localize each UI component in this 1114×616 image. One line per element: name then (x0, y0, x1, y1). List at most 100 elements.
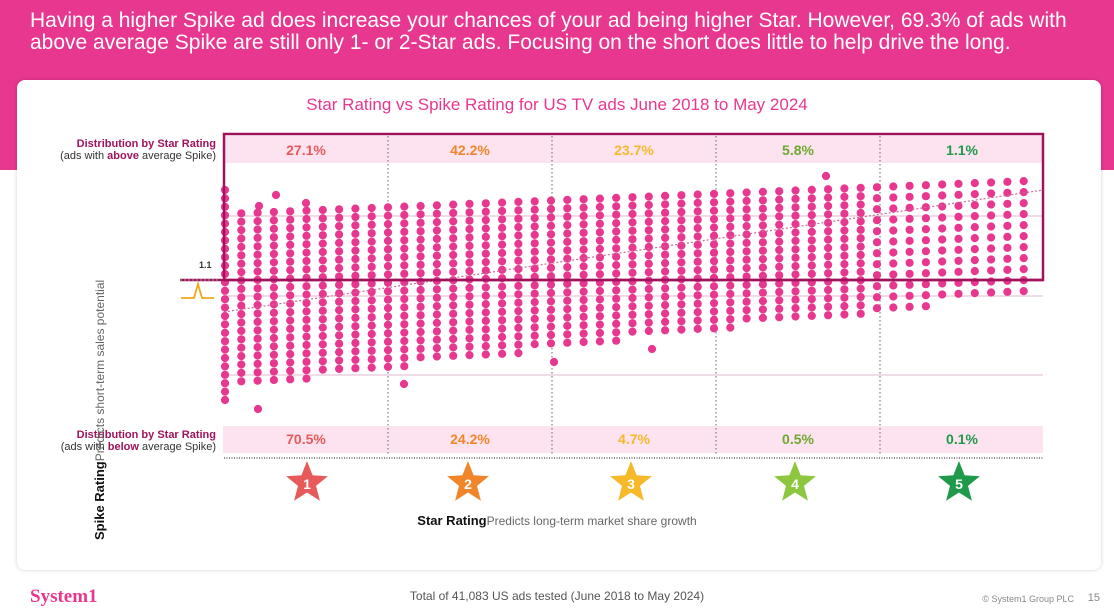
data-point (758, 280, 768, 289)
data-point (628, 218, 637, 227)
data-point (335, 322, 344, 331)
data-point (400, 236, 409, 245)
data-point (546, 238, 556, 247)
data-point (318, 323, 327, 332)
data-point (514, 307, 523, 316)
data-point (253, 284, 262, 293)
data-point (677, 233, 686, 242)
data-point (742, 264, 751, 273)
data-point (856, 267, 865, 276)
data-point (498, 341, 507, 350)
data-point (905, 225, 914, 234)
data-point (367, 304, 376, 313)
data-point (465, 258, 474, 267)
data-point (367, 203, 376, 213)
data-point (302, 332, 311, 341)
data-point (449, 284, 458, 293)
data-point (563, 237, 572, 246)
data-point (481, 325, 490, 334)
data-point (546, 339, 556, 348)
data-point (237, 301, 246, 310)
data-point (286, 358, 295, 367)
data-point (286, 324, 295, 333)
data-point (416, 353, 425, 362)
data-point (758, 246, 768, 255)
data-point (302, 374, 311, 383)
system1-logo: System1 (30, 586, 98, 607)
data-point (498, 299, 507, 308)
data-point (253, 343, 262, 352)
data-point (921, 291, 931, 300)
data-point (302, 324, 311, 333)
data-point (612, 244, 621, 253)
data-point (563, 195, 572, 204)
data-point (220, 395, 230, 405)
data-point (1003, 265, 1012, 274)
data-point (335, 272, 344, 281)
dot-column-14 (432, 201, 441, 361)
spike-icon (181, 280, 214, 299)
below-label-bold: below (107, 441, 139, 453)
data-point (465, 199, 474, 208)
data-point (302, 298, 311, 308)
data-point (563, 305, 572, 314)
data-point (775, 187, 784, 196)
data-point (612, 336, 621, 345)
data-point (253, 292, 262, 301)
data-point (595, 312, 605, 321)
data-point (286, 341, 295, 350)
data-point (400, 311, 409, 320)
data-point (726, 239, 735, 248)
data-point (758, 196, 768, 205)
data-point (253, 368, 262, 377)
x-axis-label-bold: Star Rating (417, 513, 487, 528)
data-point (824, 260, 833, 269)
above-label-title: Distribution by Star Rating (76, 138, 216, 150)
data-point (416, 277, 425, 286)
data-point (693, 207, 702, 216)
data-point (400, 353, 409, 362)
dot-column-26 (628, 193, 637, 336)
data-point (563, 321, 572, 330)
data-point (742, 238, 751, 247)
data-point (481, 232, 490, 241)
star-2-icon (447, 461, 489, 501)
data-point (351, 280, 360, 289)
data-point (595, 303, 605, 312)
data-point (856, 301, 865, 310)
data-point (742, 222, 751, 231)
data-point (481, 258, 490, 267)
data-point (889, 292, 898, 301)
dot-column-13 (416, 201, 425, 362)
data-point (661, 317, 670, 326)
data-point (938, 235, 947, 244)
data-point (335, 339, 344, 348)
below-average-band (223, 426, 1043, 453)
data-point (579, 195, 588, 204)
data-point (449, 250, 458, 260)
data-point (253, 317, 262, 326)
data-point (791, 245, 800, 254)
data-point (416, 252, 425, 261)
data-point (693, 308, 702, 317)
data-point (416, 210, 425, 219)
data-point (954, 212, 963, 221)
data-point (253, 233, 262, 242)
data-point (400, 244, 409, 253)
data-point (481, 350, 490, 359)
data-point (905, 247, 914, 256)
data-point (775, 313, 784, 322)
data-point (432, 293, 441, 302)
data-point (677, 216, 686, 225)
data-point (253, 217, 262, 226)
data-point (807, 185, 816, 194)
data-point (400, 303, 409, 312)
data-point (449, 217, 458, 226)
data-point (465, 267, 474, 276)
data-point (416, 227, 425, 236)
data-point (481, 342, 490, 351)
data-point (791, 270, 800, 279)
data-point (383, 211, 393, 220)
data-point (661, 301, 670, 310)
x-axis-label-text: Predicts long-term market share growth (486, 514, 697, 528)
